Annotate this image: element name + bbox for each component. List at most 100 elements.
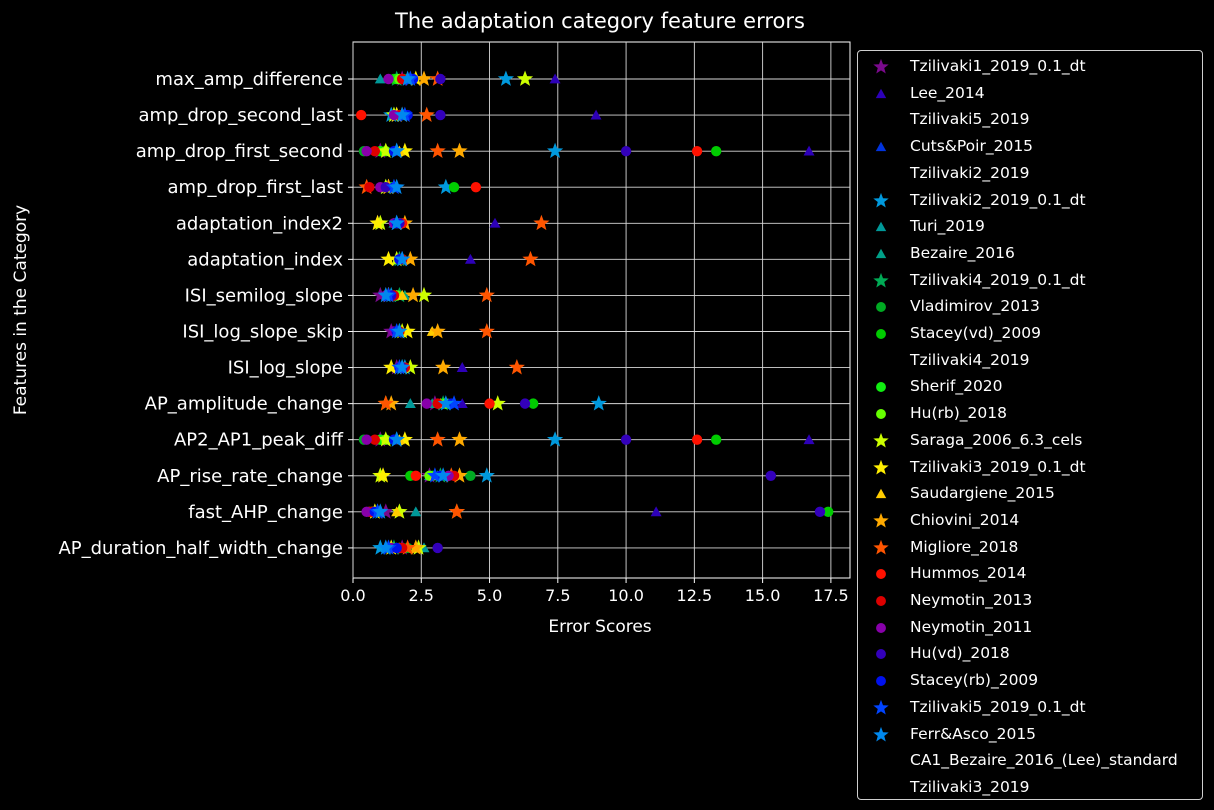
legend-marker (868, 109, 894, 131)
data-point (418, 106, 435, 122)
x-tick-labels: 0.0 2.5 5.0 7.5 10.0 12.5 15.0 17.5 (340, 578, 849, 605)
data-point (399, 322, 416, 339)
data-point (404, 286, 422, 303)
legend-marker (876, 596, 886, 606)
data-point (803, 434, 815, 445)
data-point (456, 398, 468, 409)
legend-marker (875, 88, 887, 98)
legend-marker-shape (875, 88, 887, 98)
data-point (402, 250, 419, 267)
data-point (435, 73, 446, 85)
data-point (355, 109, 367, 121)
legend-item: Hu(vd)_2018 (858, 641, 1198, 667)
data-point (415, 70, 433, 86)
legend-item: Vladimirov_2013 (858, 294, 1198, 320)
x-tick-label: 7.5 (545, 586, 570, 605)
data-point (394, 106, 411, 122)
data-point (396, 431, 413, 447)
data-point (620, 434, 632, 445)
legend-label: Migliore_2018 (910, 537, 1019, 556)
legend-marker-shape (876, 569, 886, 580)
legend-marker (875, 488, 887, 499)
data-point (383, 73, 394, 85)
legend-label: Tzilivaki2_2019 (910, 163, 1030, 182)
legend-item: Neymotin_2011 (858, 615, 1198, 641)
data-point (391, 506, 403, 517)
data-point (451, 467, 468, 483)
data-point (590, 395, 607, 411)
y-tick-label: ISI_semilog_slope (185, 285, 343, 306)
data-point (410, 506, 422, 517)
data-point (361, 145, 372, 157)
data-point (464, 253, 476, 264)
data-point (388, 214, 405, 231)
data-point (421, 398, 432, 409)
legend-marker (873, 459, 889, 475)
data-point (489, 217, 501, 228)
legend-marker-shape (876, 409, 886, 420)
data-point (691, 434, 703, 445)
legend-item: Tzilivaki1_2019_0.1_dt (858, 54, 1198, 80)
legend-item: Migliore_2018 (858, 535, 1198, 561)
y-tick-label: fast_AHP_change (188, 502, 343, 523)
legend-label: Tzilivaki5_2019_0.1_dt (910, 697, 1086, 716)
y-tick-label: amp_drop_first_second (136, 141, 343, 162)
legend-item: Tzilivaki3_2019_0.1_dt (858, 455, 1198, 481)
data-point (377, 395, 394, 411)
data-point (435, 109, 446, 121)
data-point (399, 70, 416, 86)
legend-marker (868, 777, 894, 799)
legend-marker (873, 432, 889, 448)
data-point (388, 431, 405, 447)
legend-label: Turi_2019 (910, 217, 985, 236)
legend-label: Stacey(vd)_2009 (910, 324, 1041, 342)
y-tick-label: adaptation_index2 (176, 213, 343, 234)
y-tick-label: ISI_log_slope_skip (182, 321, 343, 342)
data-point (377, 431, 394, 447)
legend-label: Neymotin_2013 (910, 591, 1033, 609)
legend-item: Bezaire_2016 (858, 241, 1198, 267)
legend-marker (876, 569, 886, 580)
data-point (435, 359, 452, 375)
legend-marker (875, 248, 887, 259)
data-point (435, 467, 452, 483)
data-point (803, 145, 815, 156)
data-point (448, 182, 460, 193)
legend-item: Turi_2019 (858, 214, 1198, 240)
data-point (451, 142, 468, 159)
y-tick-label: AP_rise_rate_change (157, 466, 343, 487)
legend-item: Saudargiene_2015 (858, 481, 1198, 507)
data-point (710, 434, 722, 445)
x-axis-label: Error Scores (548, 617, 651, 637)
data-point (396, 289, 408, 300)
data-point (429, 431, 446, 447)
data-point (388, 178, 405, 195)
legend-item: Ferr&Asco_2015 (858, 722, 1198, 748)
legend-marker (873, 58, 889, 74)
data-point (456, 362, 468, 372)
legend-item: Tzilivaki4_2019_0.1_dt (858, 268, 1198, 294)
legend-label: Ferr&Asco_2015 (910, 724, 1037, 743)
legend-item: Tzilivaki5_2019 (858, 107, 1198, 133)
plot-area (352, 41, 851, 579)
legend-label: Stacey(rb)_2009 (910, 671, 1039, 690)
legend-marker-shape (873, 726, 889, 742)
legend-marker (873, 272, 889, 288)
data-point (710, 145, 722, 157)
legend-marker-shape (873, 459, 889, 475)
data-point (448, 503, 465, 519)
data-point (519, 398, 531, 409)
data-point (590, 109, 602, 120)
legend-marker (873, 512, 889, 528)
data-point (478, 467, 495, 483)
data-point (369, 434, 381, 445)
data-point (489, 395, 506, 411)
legend-marker-shape (876, 382, 886, 393)
data-point (377, 286, 394, 303)
data-point (497, 70, 515, 86)
legend-marker (868, 750, 894, 772)
legend-item: Tzilivaki3_2019 (858, 775, 1198, 801)
data-point (522, 250, 539, 267)
legend-marker-shape (875, 221, 887, 232)
